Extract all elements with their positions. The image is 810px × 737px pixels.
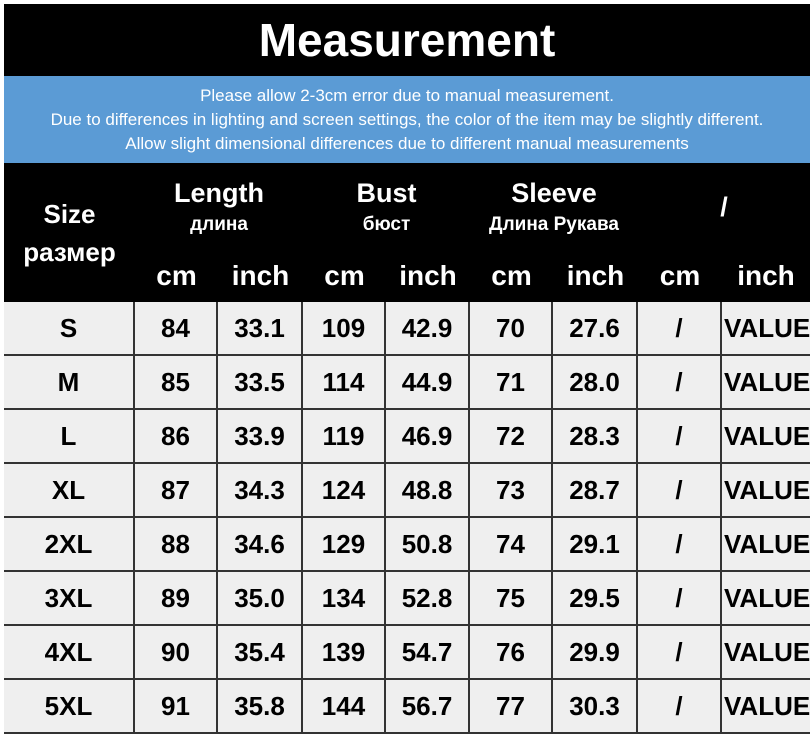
value-cell: 70 xyxy=(470,302,553,356)
unit-header: cm xyxy=(659,260,701,291)
value-cell: 35.8 xyxy=(218,680,303,734)
note: Allow slight dimensional differences due… xyxy=(125,133,689,153)
group-title: / xyxy=(720,191,728,222)
value-cell: 29.9 xyxy=(553,626,638,680)
value-cell: 91 xyxy=(135,680,218,734)
value-cell: 54.7 xyxy=(386,626,470,680)
value-cell: 28.0 xyxy=(553,356,638,410)
size-header: размер xyxy=(23,236,116,267)
value-cell: / xyxy=(638,356,722,410)
value-cell: 119 xyxy=(303,410,386,464)
value-cell: / xyxy=(638,464,722,518)
value-cell: VALUE xyxy=(722,302,810,356)
value-cell: 114 xyxy=(303,356,386,410)
value-cell: 90 xyxy=(135,626,218,680)
value-cell: 89 xyxy=(135,572,218,626)
value-cell: 124 xyxy=(303,464,386,518)
group-subtitle: бюст xyxy=(362,214,411,235)
unit-header: inch xyxy=(737,260,795,291)
value-cell: 42.9 xyxy=(386,302,470,356)
notes: Please allow 2-3cm error due to manual m… xyxy=(4,76,810,163)
value-cell: 35.4 xyxy=(218,626,303,680)
unit-header: inch xyxy=(399,260,457,291)
value-cell: 50.8 xyxy=(386,518,470,572)
value-cell: 46.9 xyxy=(386,410,470,464)
value-cell: VALUE xyxy=(722,464,810,518)
value-cell: VALUE xyxy=(722,518,810,572)
group-title: Bust xyxy=(356,177,417,208)
value-cell: VALUE xyxy=(722,572,810,626)
size-header: Size xyxy=(43,198,96,229)
group-subtitle: длина xyxy=(190,214,248,235)
value-cell: 34.6 xyxy=(218,518,303,572)
value-cell: VALUE xyxy=(722,680,810,734)
value-cell: 74 xyxy=(470,518,553,572)
unit-header: cm xyxy=(156,260,197,291)
size-cell: 3XL xyxy=(4,572,135,626)
value-cell: 87 xyxy=(135,464,218,518)
value-cell: 35.0 xyxy=(218,572,303,626)
value-cell: 30.3 xyxy=(553,680,638,734)
value-cell: 73 xyxy=(470,464,553,518)
value-cell: 76 xyxy=(470,626,553,680)
value-cell: / xyxy=(638,680,722,734)
size-cell: M xyxy=(4,356,135,410)
value-cell: VALUE xyxy=(722,356,810,410)
value-cell: 88 xyxy=(135,518,218,572)
value-cell: 28.3 xyxy=(553,410,638,464)
group-title: Sleeve xyxy=(511,177,597,208)
value-cell: / xyxy=(638,302,722,356)
size-cell: XL xyxy=(4,464,135,518)
value-cell: 29.5 xyxy=(553,572,638,626)
unit-header: cm xyxy=(324,260,365,291)
group-subtitle: Длина Рукава xyxy=(489,214,619,235)
unit-header: inch xyxy=(566,260,625,291)
value-cell: 75 xyxy=(470,572,553,626)
value-cell: 33.1 xyxy=(218,302,303,356)
size-cell: 4XL xyxy=(4,626,135,680)
value-cell: 28.7 xyxy=(553,464,638,518)
value-cell: 84 xyxy=(135,302,218,356)
value-cell: 27.6 xyxy=(553,302,638,356)
size-cell: 5XL xyxy=(4,680,135,734)
value-cell: 109 xyxy=(303,302,386,356)
value-cell: / xyxy=(638,410,722,464)
value-cell: 86 xyxy=(135,410,218,464)
value-cell: 85 xyxy=(135,356,218,410)
value-cell: 144 xyxy=(303,680,386,734)
group-title: Length xyxy=(174,177,264,208)
title: Measurement xyxy=(4,4,810,76)
value-cell: 77 xyxy=(470,680,553,734)
size-cell: S xyxy=(4,302,135,356)
size-cell: L xyxy=(4,410,135,464)
value-cell: 33.5 xyxy=(218,356,303,410)
value-cell: / xyxy=(638,572,722,626)
value-cell: VALUE xyxy=(722,410,810,464)
value-cell: VALUE xyxy=(722,626,810,680)
value-cell: 29.1 xyxy=(553,518,638,572)
unit-header: inch xyxy=(231,260,290,291)
unit-header: cm xyxy=(491,260,532,291)
value-cell: 139 xyxy=(303,626,386,680)
value-cell: 72 xyxy=(470,410,553,464)
value-cell: 33.9 xyxy=(218,410,303,464)
value-cell: 129 xyxy=(303,518,386,572)
note: Please allow 2-3cm error due to manual m… xyxy=(200,85,614,105)
value-cell: 56.7 xyxy=(386,680,470,734)
value-cell: 48.8 xyxy=(386,464,470,518)
value-cell: 44.9 xyxy=(386,356,470,410)
value-cell: 134 xyxy=(303,572,386,626)
value-cell: 71 xyxy=(470,356,553,410)
value-cell: 52.8 xyxy=(386,572,470,626)
value-cell: 34.3 xyxy=(218,464,303,518)
value-cell: / xyxy=(638,626,722,680)
note: Due to differences in lighting and scree… xyxy=(50,109,764,129)
value-cell: / xyxy=(638,518,722,572)
size-cell: 2XL xyxy=(4,518,135,572)
table-header xyxy=(4,163,810,302)
